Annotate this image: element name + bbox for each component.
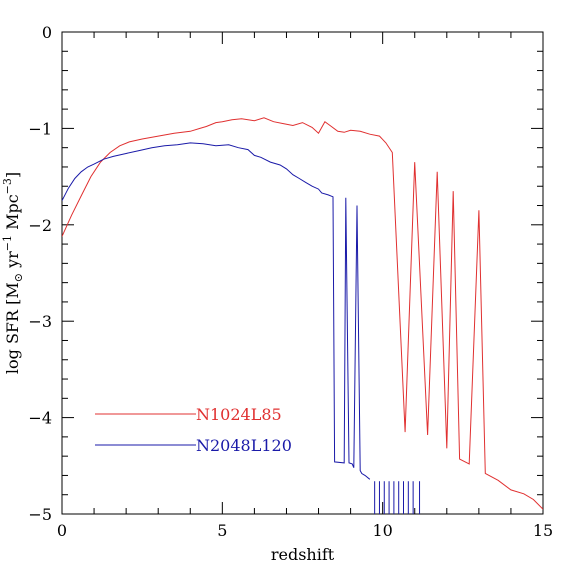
x-tick-label: 0 bbox=[57, 521, 67, 540]
series-layer bbox=[62, 117, 543, 514]
axis-ticks bbox=[61, 31, 544, 515]
x-tick-label: 15 bbox=[533, 521, 553, 540]
x-tick-label: 10 bbox=[372, 521, 392, 540]
y-tick-label: −3 bbox=[28, 312, 52, 331]
legend-label-1: N1024L85 bbox=[196, 405, 282, 424]
legend: N1024L85 N2048L120 bbox=[95, 405, 292, 455]
y-tick-label: −1 bbox=[28, 119, 52, 138]
x-tick-label: 5 bbox=[217, 521, 227, 540]
series-line-2 bbox=[62, 142, 371, 480]
y-axis-label: log SFR [M⊙ yr−1 Mpc−3] bbox=[1, 172, 25, 374]
legend-label-2: N2048L120 bbox=[196, 436, 292, 455]
y-tick-label: −2 bbox=[28, 216, 52, 235]
y-tick-label: −4 bbox=[28, 409, 52, 428]
series-line-1 bbox=[62, 117, 543, 510]
y-tick-label: −5 bbox=[28, 505, 52, 524]
tick-labels: 0 5 10 15 −5 −4 −3 −2 −1 0 bbox=[28, 23, 553, 540]
plot-frame bbox=[61, 31, 544, 515]
x-axis-label: redshift bbox=[271, 545, 335, 564]
y-tick-label: 0 bbox=[42, 23, 52, 42]
